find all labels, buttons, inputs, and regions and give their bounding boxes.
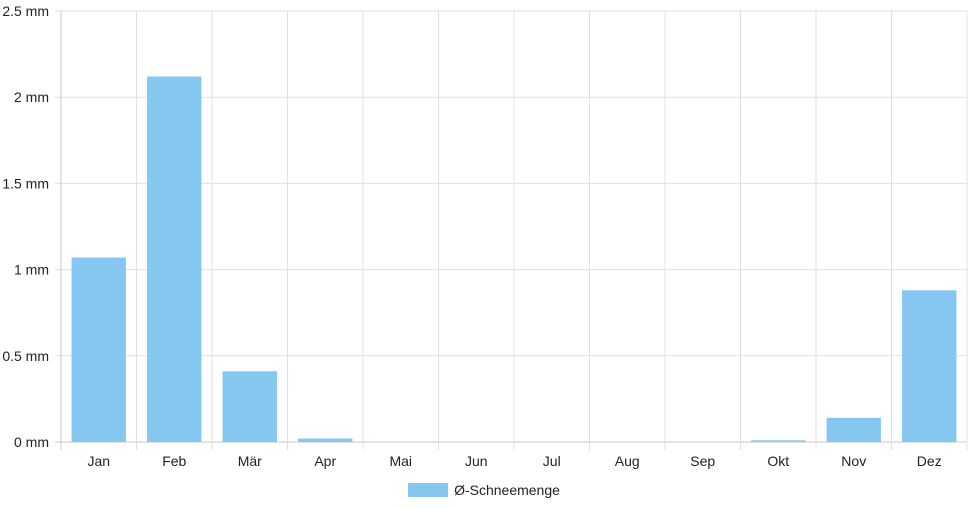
y-tick-label: 1 mm <box>14 262 49 278</box>
legend[interactable]: Ø-Schneemenge <box>0 480 968 500</box>
x-tick-label: Aug <box>615 453 640 469</box>
x-axis-ticks: Jan Feb Mär Apr Mai Jun Jul Aug Sep Okt Nov Dez <box>87 453 941 469</box>
x-tick-label: Okt <box>767 453 789 469</box>
bar-feb[interactable] <box>147 77 201 442</box>
x-tick-label: Jun <box>465 453 488 469</box>
y-tick-label: 2.5 mm <box>2 3 49 19</box>
x-tick-label: Apr <box>314 453 336 469</box>
x-tick-label: Jan <box>87 453 110 469</box>
y-tick-label: 1.5 mm <box>2 175 49 191</box>
bar-apr[interactable] <box>298 439 352 442</box>
bar-nov[interactable] <box>827 418 881 442</box>
x-tick-label: Dez <box>917 453 942 469</box>
bar-okt[interactable] <box>751 440 805 442</box>
x-tick-label: Sep <box>690 453 715 469</box>
legend-label: Ø-Schneemenge <box>454 482 560 498</box>
y-axis-ticks: 0 mm 0.5 mm 1 mm 1.5 mm 2 mm 2.5 mm <box>2 3 49 450</box>
x-tick-label: Mai <box>389 453 412 469</box>
y-tick-label: 0 mm <box>14 434 49 450</box>
y-tick-label: 0.5 mm <box>2 348 49 364</box>
x-tick-label: Feb <box>162 453 186 469</box>
y-tick-label: 2 mm <box>14 89 49 105</box>
legend-swatch <box>408 483 448 497</box>
x-tick-label: Jul <box>543 453 561 469</box>
bar-jan[interactable] <box>72 258 126 442</box>
x-tick-label: Nov <box>841 453 866 469</box>
bar-mär[interactable] <box>223 371 277 442</box>
x-tick-label: Mär <box>238 453 262 469</box>
bar-dez[interactable] <box>902 290 956 442</box>
